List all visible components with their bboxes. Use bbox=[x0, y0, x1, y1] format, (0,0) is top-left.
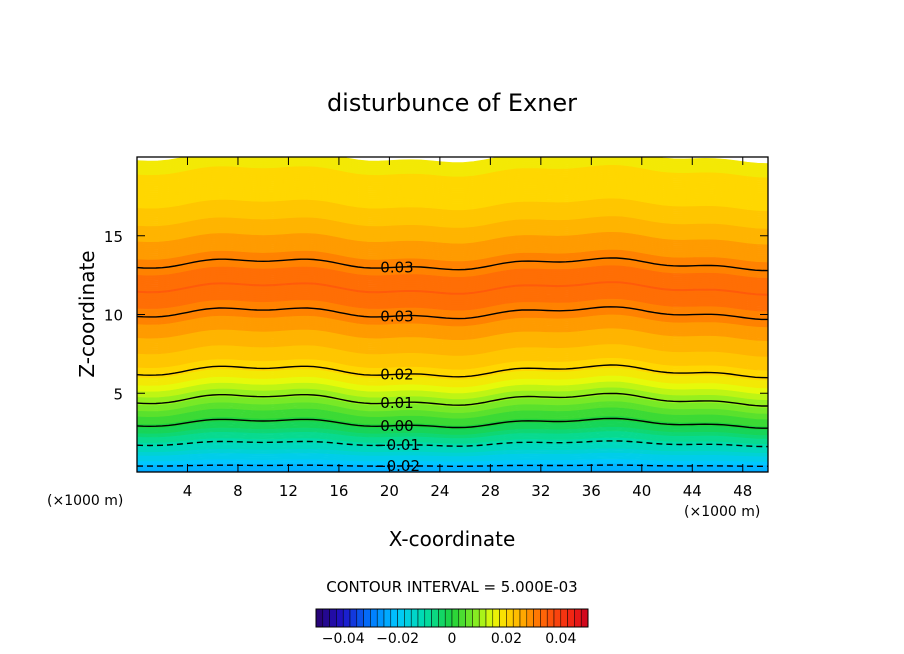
colorbar-cell bbox=[472, 608, 480, 628]
contour-band bbox=[137, 157, 768, 166]
contour-lines bbox=[137, 257, 768, 467]
colorbar-cell bbox=[506, 608, 514, 628]
colorbar-cell bbox=[465, 608, 473, 628]
contour-line bbox=[137, 257, 768, 272]
colorbar: −0.04 −0.02 0 0.02 0.04 bbox=[315, 608, 589, 647]
y-tick-label: 5 bbox=[113, 385, 123, 403]
colorbar-cell bbox=[533, 608, 541, 628]
y-tick-label: 15 bbox=[104, 228, 123, 246]
colorbar-cell bbox=[458, 608, 466, 628]
filled-contour-bands bbox=[137, 157, 768, 472]
colorbar-cell bbox=[499, 608, 507, 628]
colorbar-cell bbox=[370, 608, 378, 628]
contour-labels: 0.03 0.03 0.02 0.01 0.00−0.01 −0.02 bbox=[374, 259, 420, 476]
colorbar-tick-label: 0.02 bbox=[491, 631, 522, 647]
colorbar-cell bbox=[356, 608, 364, 628]
contour-line bbox=[137, 306, 768, 321]
contour-interval-text: CONTOUR INTERVAL = 5.000E-03 bbox=[326, 578, 577, 596]
x-tick-label: 16 bbox=[329, 482, 348, 500]
x-tick-label: 20 bbox=[380, 482, 399, 500]
colorbar-cell bbox=[546, 608, 555, 628]
colorbar-cell bbox=[315, 608, 324, 628]
colorbar-tick-label: −0.04 bbox=[322, 631, 365, 647]
colorbar-cell bbox=[390, 608, 398, 628]
colorbar-cell bbox=[580, 608, 589, 628]
colorbar-cell bbox=[512, 608, 521, 628]
colorbar-cell bbox=[540, 608, 548, 628]
contour-label: 0.03 bbox=[380, 308, 413, 326]
contour-line bbox=[137, 440, 768, 448]
colorbar-cell bbox=[383, 608, 392, 628]
colorbar-cell bbox=[322, 608, 330, 628]
contour-line bbox=[137, 464, 768, 467]
colorbar-cell bbox=[336, 608, 344, 628]
chart-title: disturbunce of Exner bbox=[327, 89, 577, 117]
colorbar-cell bbox=[376, 608, 385, 628]
x-tick-label: 28 bbox=[481, 482, 500, 500]
contour-line bbox=[137, 392, 768, 407]
x-unit-label-right: (×1000 m) bbox=[684, 504, 760, 520]
colorbar-cell bbox=[519, 608, 528, 628]
colorbar-cell bbox=[526, 608, 534, 628]
x-tick-label: 4 bbox=[183, 482, 193, 500]
contour-label: 0.03 bbox=[380, 259, 413, 277]
colorbar-cell bbox=[478, 608, 487, 628]
colorbar-cell bbox=[404, 608, 412, 628]
colorbar-cell bbox=[444, 608, 453, 628]
colorbar-cell bbox=[553, 608, 562, 628]
y-axis-label: Z-coordinate bbox=[75, 250, 99, 377]
x-tick-label: 32 bbox=[531, 482, 550, 500]
colorbar-frame bbox=[315, 608, 589, 628]
colorbar-cell bbox=[492, 608, 500, 628]
x-tick-label: 44 bbox=[683, 482, 702, 500]
colorbar-cell bbox=[438, 608, 446, 628]
contour-line bbox=[137, 364, 768, 379]
contour-label: 0.01 bbox=[380, 394, 413, 412]
contour-plot: 0.030.030.020.010.00−0.01−0.02 4 8 12 16 20 2… bbox=[104, 156, 769, 500]
y-tick-label: 10 bbox=[104, 307, 123, 325]
x-tick-label: 8 bbox=[233, 482, 243, 500]
colorbar-cell bbox=[485, 608, 494, 628]
colorbar-cell bbox=[431, 608, 439, 628]
colorbar-cell bbox=[451, 608, 460, 628]
colorbar-tick-label: 0.04 bbox=[545, 631, 576, 647]
colorbar-cell bbox=[342, 608, 351, 628]
x-axis-ticks: 4 8 12 16 20 24 28 32 36 40 44 48 bbox=[183, 157, 752, 500]
x-tick-label: 40 bbox=[632, 482, 651, 500]
colorbar-cell bbox=[397, 608, 405, 628]
y-axis-ticks: 5 10 15 bbox=[104, 228, 768, 403]
colorbar-tick-label: −0.02 bbox=[376, 631, 419, 647]
contour-label: 0.02 bbox=[380, 366, 413, 384]
colorbar-cell bbox=[363, 608, 371, 628]
x-tick-label: 36 bbox=[582, 482, 601, 500]
contour-label: −0.02 bbox=[374, 457, 420, 475]
colorbar-cell bbox=[574, 608, 582, 628]
contour-label: 0.00 bbox=[380, 417, 413, 435]
contour-line bbox=[137, 417, 768, 429]
colorbar-cell bbox=[349, 608, 358, 628]
colorbar-cell bbox=[417, 608, 426, 628]
colorbar-cell bbox=[560, 608, 568, 628]
colorbar-cell bbox=[329, 608, 337, 628]
x-tick-label: 48 bbox=[733, 482, 752, 500]
x-tick-label: 24 bbox=[430, 482, 449, 500]
x-tick-label: 12 bbox=[279, 482, 298, 500]
colorbar-tick-labels: −0.04 −0.02 0 0.02 0.04 bbox=[322, 631, 577, 647]
colorbar-tick-label: 0 bbox=[448, 631, 457, 647]
contour-label: −0.01 bbox=[374, 436, 420, 454]
colorbar-cell bbox=[410, 608, 419, 628]
colorbar-cell bbox=[424, 608, 432, 628]
x-axis-label: X-coordinate bbox=[389, 527, 516, 551]
colorbar-cell bbox=[567, 608, 575, 628]
colorbar-cells bbox=[315, 608, 589, 628]
x-unit-label-left: (×1000 m) bbox=[47, 493, 123, 509]
